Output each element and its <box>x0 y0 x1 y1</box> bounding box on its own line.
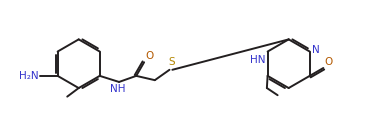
Text: O: O <box>325 57 333 67</box>
Text: H₂N: H₂N <box>19 71 39 81</box>
Text: NH: NH <box>110 84 126 94</box>
Text: O: O <box>145 51 153 61</box>
Text: HN: HN <box>250 55 265 65</box>
Text: N: N <box>312 45 320 55</box>
Text: S: S <box>168 57 175 67</box>
